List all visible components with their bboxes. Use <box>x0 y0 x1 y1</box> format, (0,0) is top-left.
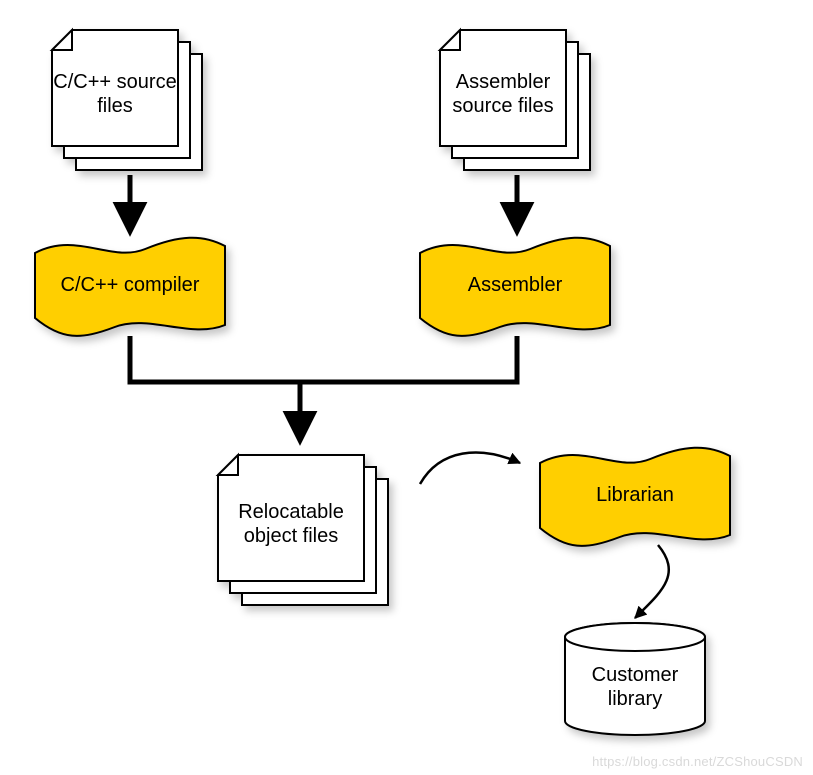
node-cust_lib: Customer library <box>565 643 705 731</box>
node-asm_src: Assembler source files <box>440 36 566 152</box>
edge-4 <box>635 545 669 618</box>
edge-3 <box>420 453 520 484</box>
node-librarian: Librarian <box>540 457 730 534</box>
edge-2 <box>130 336 517 440</box>
node-obj_files: Relocatable object files <box>218 461 364 587</box>
watermark: https://blog.csdn.net/ZCShouCSDN <box>592 754 803 769</box>
node-cpp_compiler: C/C++ compiler <box>35 247 225 324</box>
node-assembler: Assembler <box>420 247 610 324</box>
node-cpp_src: C/C++ source files <box>52 36 178 152</box>
